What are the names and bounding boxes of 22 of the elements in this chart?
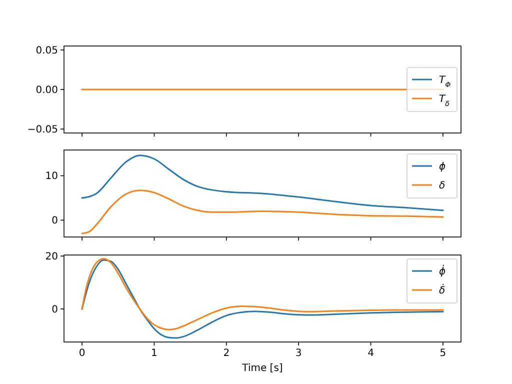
x-tick-label: 1 (151, 348, 158, 359)
legend-label: δ̇ (439, 284, 446, 296)
y-tick-label: 0 (52, 216, 58, 227)
legend-label: δ (439, 180, 446, 192)
x-tick-label: 2 (223, 348, 230, 359)
y-tick-label: 0.05 (36, 45, 58, 56)
y-tick-label: 0 (52, 304, 58, 316)
x-axis-title: Time [s] (241, 363, 283, 374)
y-tick-label: 10 (45, 171, 58, 182)
legend-label: ϕ̇ (439, 264, 446, 278)
legend-label: T$_{Φ}$ (439, 75, 452, 89)
y-tick-label: 20 (45, 252, 58, 263)
y-tick-label: 0.00 (36, 85, 58, 96)
x-tick-label: 0 (78, 348, 86, 359)
x-tick-label: 4 (368, 348, 374, 359)
x-tick-label: 3 (295, 348, 302, 359)
x-tick-label: 5 (440, 348, 446, 359)
line-series (81, 154, 444, 212)
y-tick-label: −0.05 (27, 124, 58, 136)
legend-label: T$_{δ}$ (439, 94, 450, 108)
legend-label: ϕ (439, 162, 446, 172)
line-series (81, 190, 444, 234)
